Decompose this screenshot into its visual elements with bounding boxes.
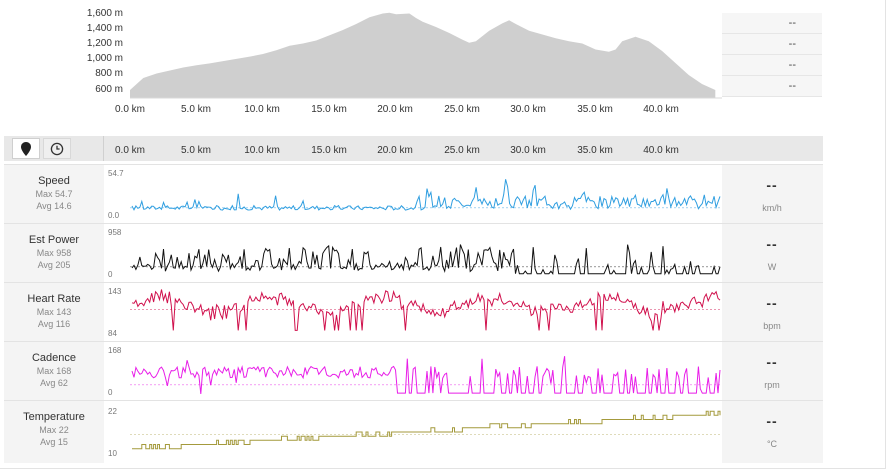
toolbar-km-tick: 0.0 km	[114, 145, 146, 156]
metric-readout: -- W	[722, 224, 823, 282]
metric-avg: Avg 205	[37, 260, 71, 270]
metric-unit: W	[767, 262, 777, 272]
metric-ymax: 22	[108, 407, 117, 416]
elevation-y-tick: 800 m	[95, 68, 123, 79]
metric-current-value: --	[766, 354, 778, 370]
elevation-y-tick: 1,600 m	[86, 8, 123, 19]
metric-ymax: 168	[108, 346, 122, 355]
metric-label-panel: Temperature Max 22 Avg 15	[4, 401, 104, 463]
metric-unit: rpm	[764, 380, 780, 390]
metric-current-value: --	[766, 177, 778, 193]
metric-ymax: 958	[108, 228, 122, 237]
map-pin-icon	[21, 141, 31, 156]
elevation-km-tick: 20.0 km	[377, 104, 413, 115]
metric-label-panel: Cadence Max 168 Avg 62	[4, 342, 104, 400]
metric-current-value: --	[766, 236, 778, 252]
toolbar-km-tick: 25.0 km	[444, 145, 480, 156]
metric-line	[132, 410, 721, 450]
time-view-button[interactable]	[43, 138, 71, 159]
heart-rate-trace	[130, 289, 722, 331]
toolbar-km-tick: 15.0 km	[311, 145, 347, 156]
metric-title: Speed	[38, 175, 70, 187]
metric-ymin: 0	[108, 388, 113, 397]
toolbar-km-tick: 10.0 km	[244, 145, 280, 156]
metric-title: Temperature	[23, 411, 85, 423]
metric-avg: Avg 116	[37, 319, 71, 329]
clock-icon	[50, 142, 64, 155]
metric-unit: bpm	[763, 321, 781, 331]
metric-avg: Avg 14.6	[36, 201, 72, 211]
summary-value: --	[722, 34, 822, 55]
metric-ymin: 84	[108, 329, 117, 338]
elevation-km-tick: 5.0 km	[180, 104, 212, 115]
elevation-y-tick: 1,200 m	[86, 38, 123, 49]
elevation-km-tick: 10.0 km	[244, 104, 280, 115]
toolbar-km-tick: 5.0 km	[180, 145, 212, 156]
metric-ymin: 10	[108, 449, 117, 458]
metric-avg: Avg 62	[40, 378, 68, 388]
elevation-chart	[130, 12, 722, 99]
elevation-km-tick: 40.0 km	[643, 104, 679, 115]
toolbar-km-tick: 40.0 km	[643, 145, 679, 156]
metric-ymin: 0.0	[108, 211, 120, 220]
summary-value: --	[722, 76, 822, 97]
metric-title: Est Power	[28, 234, 80, 246]
metric-ymax: 143	[108, 287, 122, 296]
metric-max: Max 143	[36, 307, 72, 317]
metric-label-panel: Heart Rate Max 143 Avg 116	[4, 283, 104, 341]
metric-readout: -- km/h	[722, 165, 823, 223]
cadence-trace	[130, 356, 722, 394]
metric-current-value: --	[766, 295, 778, 311]
metric-max: Max 54.7	[35, 189, 73, 199]
metric-ymax: 54.7	[108, 169, 124, 178]
metric-row-temperature[interactable]: Temperature Max 22 Avg 15 22 10 -- °C	[4, 400, 823, 463]
elevation-km-tick: 35.0 km	[577, 104, 613, 115]
temperature-trace	[130, 410, 722, 450]
metric-line	[131, 179, 721, 211]
summary-value: --	[722, 13, 822, 34]
metric-row-cadence[interactable]: Cadence Max 168 Avg 62 168 0 -- rpm	[4, 341, 823, 400]
metric-readout: -- rpm	[722, 342, 823, 400]
metric-line	[131, 244, 721, 276]
metric-max: Max 958	[36, 248, 72, 258]
metric-max: Max 168	[36, 366, 72, 376]
metric-title: Cadence	[31, 352, 77, 364]
elevation-profile	[130, 12, 716, 98]
metric-readout: -- °C	[722, 401, 823, 463]
toolbar-divider	[103, 136, 104, 161]
elevation-km-tick: 15.0 km	[311, 104, 347, 115]
power-trace	[130, 244, 722, 276]
metric-current-value: --	[766, 413, 778, 429]
metric-line	[131, 356, 721, 394]
elevation-km-tick: 30.0 km	[510, 104, 546, 115]
metric-readout: -- bpm	[722, 283, 823, 341]
elevation-km-tick: 25.0 km	[444, 104, 480, 115]
metric-label-panel: Est Power Max 958 Avg 205	[4, 224, 104, 282]
elevation-y-tick: 600 m	[95, 84, 123, 95]
metric-avg: Avg 15	[40, 437, 68, 447]
elevation-y-tick: 1,000 m	[86, 53, 123, 64]
map-view-button[interactable]	[12, 138, 40, 159]
toolbar-km-tick: 20.0 km	[377, 145, 413, 156]
metric-row-heart-rate[interactable]: Heart Rate Max 143 Avg 116 143 84 -- bpm	[4, 282, 823, 341]
elevation-y-tick: 1,400 m	[86, 23, 123, 34]
metric-title: Heart Rate	[27, 293, 81, 305]
metric-line	[131, 289, 721, 331]
speed-trace	[130, 179, 722, 211]
summary-value: --	[722, 55, 822, 76]
metric-max: Max 22	[39, 425, 69, 435]
metric-row-power[interactable]: Est Power Max 958 Avg 205 958 0 -- W	[4, 223, 823, 282]
metric-label-panel: Speed Max 54.7 Avg 14.6	[4, 165, 104, 223]
metric-unit: km/h	[762, 203, 782, 213]
toolbar-km-tick: 35.0 km	[577, 145, 613, 156]
metric-unit: °C	[766, 439, 778, 449]
metric-row-speed[interactable]: Speed Max 54.7 Avg 14.6 54.7 0.0 -- km/h	[4, 164, 823, 223]
metric-ymin: 0	[108, 270, 113, 279]
toolbar-km-tick: 30.0 km	[510, 145, 546, 156]
elevation-km-tick: 0.0 km	[114, 104, 146, 115]
chart-toolbar	[4, 136, 823, 161]
